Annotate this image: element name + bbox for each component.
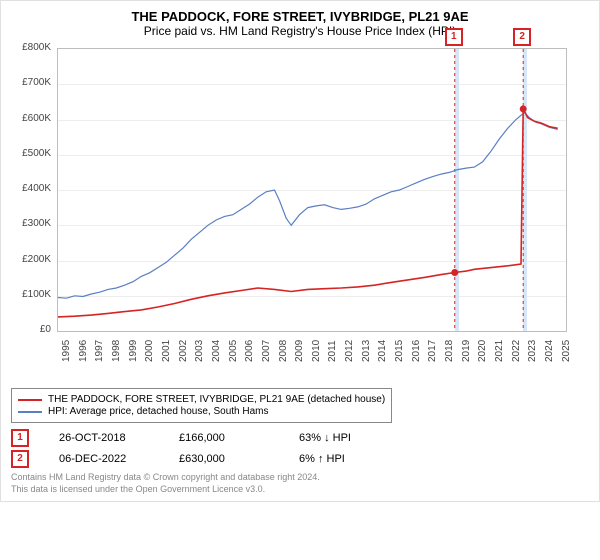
series-svg [58,49,566,331]
transaction-marker: 2 [11,450,29,468]
x-tick-label: 2019 [461,340,472,362]
x-tick-label: 2016 [411,340,422,362]
y-tick-label: £700K [11,77,51,88]
transaction-marker: 1 [11,429,29,447]
legend-label: THE PADDOCK, FORE STREET, IVYBRIDGE, PL2… [48,394,385,405]
data-point-marker [520,105,527,112]
series-hpi [58,112,558,298]
transaction-delta: 6% ↑ HPI [299,453,389,465]
x-tick-label: 2012 [344,340,355,362]
transaction-price: £166,000 [179,432,269,444]
x-tick-label: 2010 [311,340,322,362]
plot-area [57,48,567,332]
x-tick-label: 1999 [128,340,139,362]
legend: THE PADDOCK, FORE STREET, IVYBRIDGE, PL2… [11,388,392,423]
y-tick-label: £300K [11,218,51,229]
x-tick-label: 2001 [161,340,172,362]
footnote: Contains HM Land Registry data © Crown c… [11,472,589,495]
x-tick-label: 2000 [144,340,155,362]
x-tick-label: 2003 [194,340,205,362]
y-tick-label: £200K [11,254,51,265]
x-tick-label: 2018 [444,340,455,362]
x-tick-label: 1998 [111,340,122,362]
transaction-row: 2 06-DEC-2022 £630,000 6% ↑ HPI [11,450,589,468]
transaction-delta: 63% ↓ HPI [299,432,389,444]
transaction-price: £630,000 [179,453,269,465]
x-tick-label: 1997 [94,340,105,362]
chart-area: £0 £100K £200K £300K £400K £500K £600K £700K £80… [11,44,571,384]
x-tick-label: 2024 [544,340,555,362]
x-tick-label: 2014 [377,340,388,362]
x-tick-label: 1996 [78,340,89,362]
x-tick-label: 2023 [527,340,538,362]
legend-swatch [18,399,42,401]
series-price_paid [58,109,558,317]
x-tick-label: 2006 [244,340,255,362]
x-tick-label: 2022 [511,340,522,362]
data-point-marker [451,269,458,276]
legend-item: THE PADDOCK, FORE STREET, IVYBRIDGE, PL2… [18,394,385,405]
x-tick-label: 2004 [211,340,222,362]
y-tick-label: £600K [11,113,51,124]
x-tick-label: 2002 [178,340,189,362]
x-tick-label: 2011 [327,340,338,362]
transaction-table: 1 26-OCT-2018 £166,000 63% ↓ HPI 2 06-DEC-202… [11,429,589,468]
y-tick-label: £100K [11,289,51,300]
footnote-line-1: Contains HM Land Registry data © Crown c… [11,472,320,482]
legend-item: HPI: Average price, detached house, Sout… [18,406,385,417]
footnote-line-2: This data is licensed under the Open Gov… [11,484,265,494]
transaction-date: 06-DEC-2022 [59,453,149,465]
y-tick-label: £500K [11,148,51,159]
x-tick-label: 2007 [261,340,272,362]
x-tick-label: 2013 [361,340,372,362]
legend-swatch [18,411,42,413]
x-tick-label: 2017 [427,340,438,362]
x-tick-label: 2008 [278,340,289,362]
transaction-date: 26-OCT-2018 [59,432,149,444]
x-tick-label: 2020 [477,340,488,362]
chart-title: THE PADDOCK, FORE STREET, IVYBRIDGE, PL2… [11,9,589,24]
callout-2: 2 [513,28,531,46]
y-tick-label: £0 [11,324,51,335]
x-tick-label: 2009 [294,340,305,362]
legend-label: HPI: Average price, detached house, Sout… [48,406,269,417]
y-tick-label: £400K [11,183,51,194]
chart-container: THE PADDOCK, FORE STREET, IVYBRIDGE, PL2… [0,0,600,502]
x-tick-label: 2015 [394,340,405,362]
callout-1: 1 [445,28,463,46]
x-tick-label: 2025 [561,340,572,362]
x-tick-label: 2021 [494,340,505,362]
chart-subtitle: Price paid vs. HM Land Registry's House … [11,24,589,38]
transaction-row: 1 26-OCT-2018 £166,000 63% ↓ HPI [11,429,589,447]
x-tick-label: 2005 [228,340,239,362]
x-tick-label: 1995 [61,340,72,362]
y-tick-label: £800K [11,42,51,53]
